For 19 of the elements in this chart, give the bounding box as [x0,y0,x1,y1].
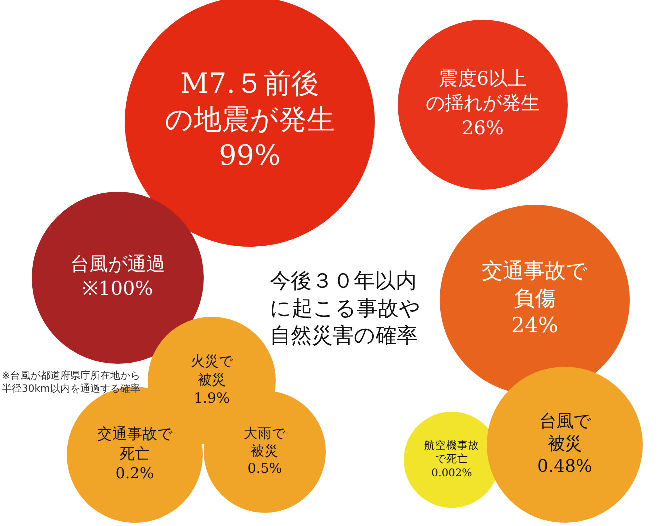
data-label: 0.002% [432,466,472,480]
category-label: 交通事故で死亡 [98,425,174,463]
category-label: 台風で被災 [540,412,592,454]
text: 今後３０年以内に起こる事故や自然災害の確率 [270,269,421,348]
data-label: 26% [462,117,504,140]
category-label: 交通事故で負傷 [482,258,588,310]
data-label: ※100% [82,277,154,300]
category-label: 大雨で被災 [244,426,287,460]
data-label: 0.2% [116,464,154,482]
data-label: 1.9% [194,391,230,408]
data-label: 0.48% [537,456,593,477]
category-label: 震度6以上の揺れが発生 [426,68,540,115]
data-label: 0.5% [248,461,282,478]
category-label: 火災で被災 [191,354,234,389]
category-label: 台風が通過 [70,252,166,276]
category-label: M7.５前後の地震が発生 [165,66,335,136]
data-label: 99% [219,139,281,172]
category-label: 航空機事故で死亡 [424,438,480,466]
data-label: 24% [512,312,558,338]
